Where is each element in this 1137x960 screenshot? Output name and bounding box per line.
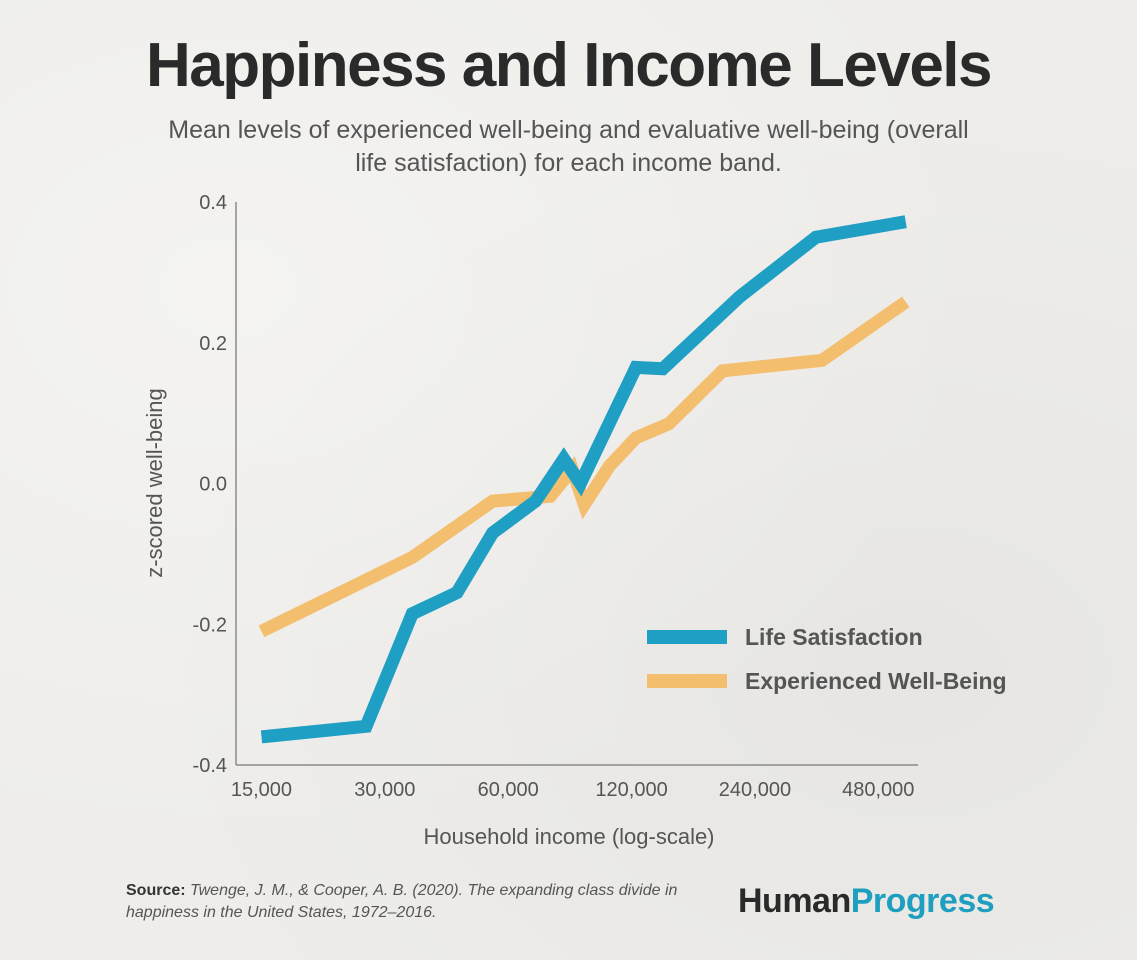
logo-part-progress: Progress	[850, 882, 995, 920]
y-tick-label: 0.2	[199, 333, 227, 355]
x-tick-label: 15,000	[231, 779, 292, 801]
legend-label-experienced-well-being: Experienced Well-Being	[745, 668, 1007, 694]
x-tick-label: 60,000	[478, 779, 539, 801]
humanprogress-logo: HumanProgress	[738, 882, 995, 921]
source-label: Source:	[126, 882, 186, 899]
y-tick-label: -0.4	[193, 755, 227, 777]
source-note: Source: Twenge, J. M., & Cooper, A. B. (…	[126, 880, 726, 924]
y-tick-label: 0.0	[199, 474, 227, 496]
x-tick-label: 480,000	[842, 779, 914, 801]
x-tick-label: 120,000	[595, 779, 667, 801]
series-line-life-satisfaction	[260, 215, 907, 744]
page-subtitle: Mean levels of experienced well-being an…	[168, 116, 969, 177]
page-title: Happiness and Income Levels	[145, 31, 993, 100]
source-citation: Twenge, J. M., & Cooper, A. B. (2020). T…	[126, 882, 678, 921]
y-tick-label: -0.2	[193, 614, 227, 636]
x-tick-label: 240,000	[719, 779, 791, 801]
legend-label-life-satisfaction: Life Satisfaction	[745, 624, 923, 650]
y-axis-title: z-scored well-being	[142, 388, 167, 578]
y-tick-label: 0.4	[199, 192, 227, 214]
x-tick-label: 30,000	[354, 779, 415, 801]
x-axis-title: Household income (log-scale)	[423, 824, 714, 849]
series-line-experienced-well-being	[258, 296, 910, 638]
logo-part-human: Human	[738, 882, 851, 920]
